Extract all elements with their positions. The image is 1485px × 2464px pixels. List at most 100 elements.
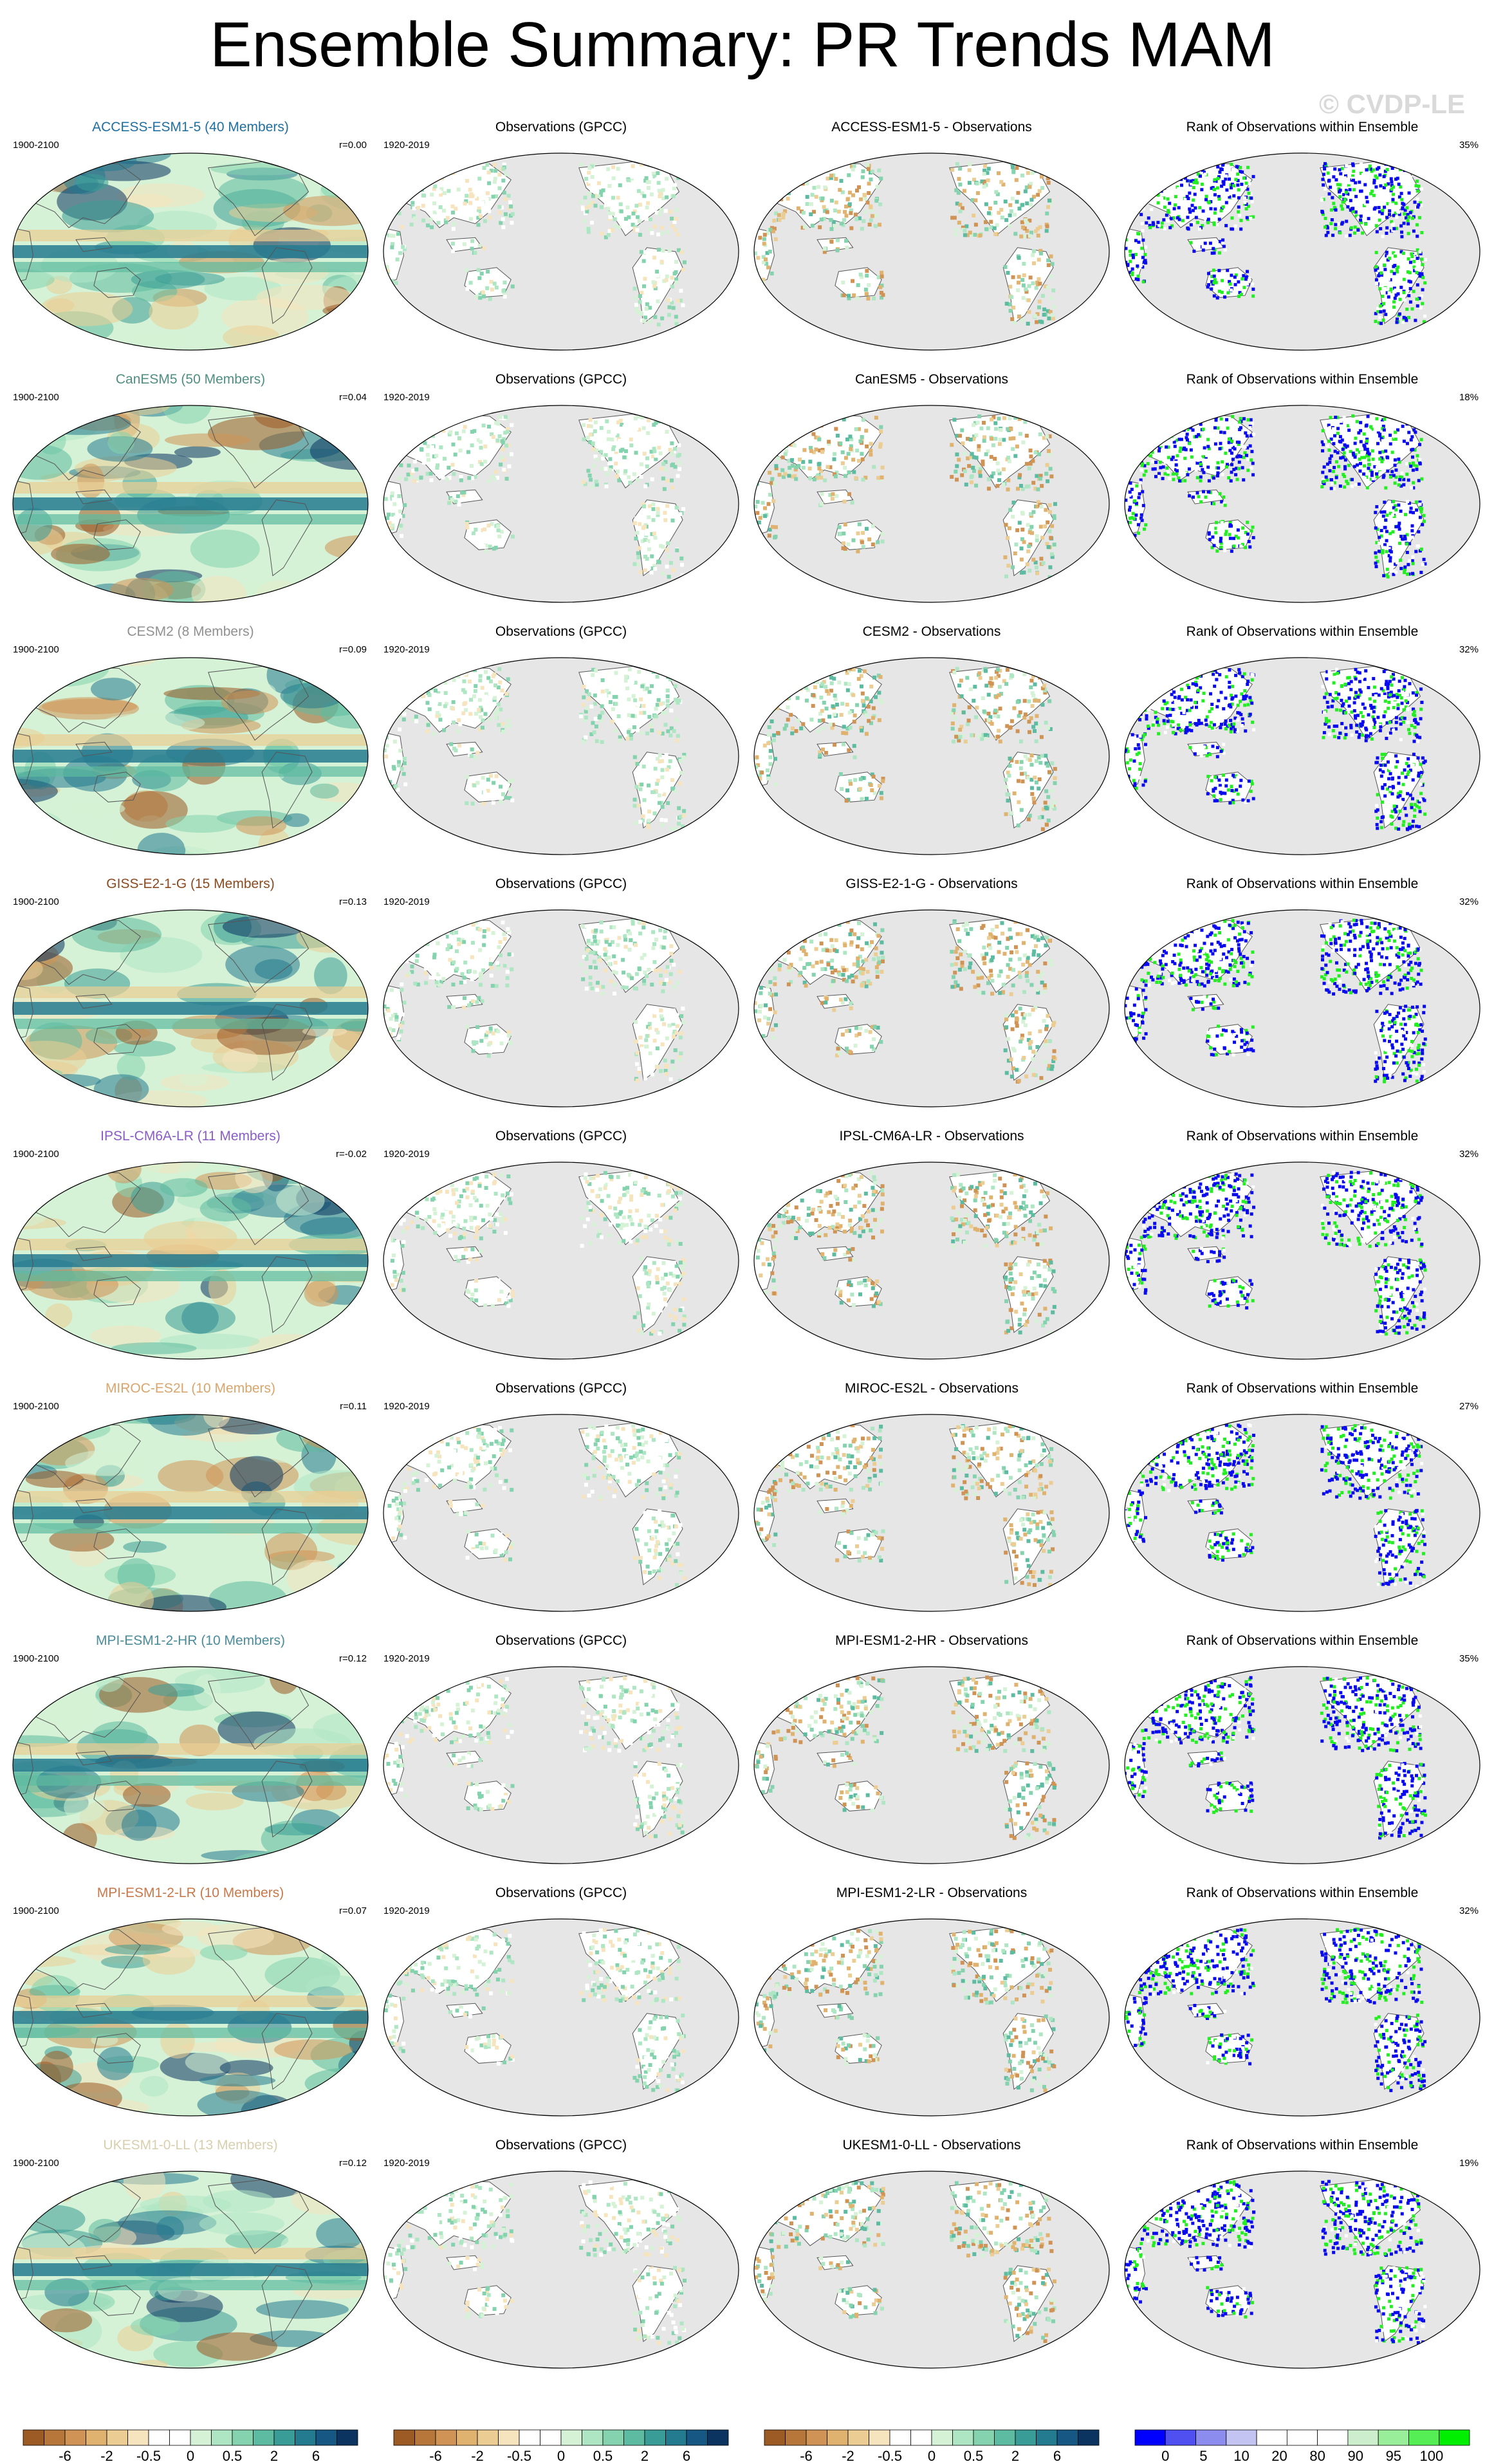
land-cell xyxy=(1335,667,1339,671)
land-cell xyxy=(1139,692,1143,696)
land-cell xyxy=(1190,182,1194,186)
land-cell xyxy=(1206,199,1210,203)
land-cell xyxy=(992,415,996,420)
field-blob xyxy=(283,813,309,828)
land-cell xyxy=(776,444,780,449)
land-cell xyxy=(1141,255,1145,259)
land-cell xyxy=(1037,698,1041,703)
land-cell xyxy=(1394,438,1397,441)
land-cell xyxy=(1019,546,1024,551)
land-cell xyxy=(501,729,506,734)
land-cell xyxy=(1156,193,1160,197)
land-cell xyxy=(1368,429,1372,433)
land-cell xyxy=(400,199,404,203)
land-cell xyxy=(1418,549,1422,553)
land-cell xyxy=(1195,676,1199,680)
land-cell xyxy=(1151,467,1155,471)
land-cell xyxy=(841,546,845,550)
land-cell xyxy=(1008,213,1012,218)
land-cell xyxy=(454,431,459,436)
land-cell xyxy=(509,452,513,456)
land-cell xyxy=(1392,227,1396,230)
land-cell xyxy=(607,429,611,434)
land-cell xyxy=(861,418,865,422)
land-cell xyxy=(954,734,959,739)
land-cell xyxy=(510,423,514,427)
land-cell xyxy=(1020,203,1025,207)
land-cell xyxy=(821,718,826,723)
land-cell xyxy=(499,176,504,180)
land-cell xyxy=(824,751,828,755)
land-cell xyxy=(1163,676,1167,680)
land-cell xyxy=(1152,683,1156,687)
land-cell xyxy=(1388,278,1392,282)
land-cell xyxy=(707,412,712,417)
land-cell xyxy=(505,427,510,431)
land-cell xyxy=(648,414,652,418)
land-cell xyxy=(1372,168,1376,172)
land-cell xyxy=(673,465,678,469)
land-cell xyxy=(973,421,978,425)
land-cell xyxy=(1053,502,1057,506)
land-cell xyxy=(1403,298,1407,302)
land-cell xyxy=(1156,672,1159,676)
land-cell xyxy=(461,429,466,434)
land-cell xyxy=(1323,167,1327,171)
land-cell xyxy=(1201,224,1204,228)
land-cell xyxy=(488,679,493,683)
land-cell xyxy=(1374,551,1378,555)
land-cell xyxy=(1341,456,1345,459)
land-cell xyxy=(465,268,469,272)
land-cell xyxy=(864,526,869,531)
land-cell xyxy=(1227,723,1231,727)
land-cell xyxy=(1365,439,1369,443)
land-cell xyxy=(1185,432,1189,436)
land-cell xyxy=(823,185,827,190)
map-diff-2 xyxy=(753,657,1110,855)
land-cell xyxy=(497,172,502,177)
land-cell xyxy=(969,454,973,459)
obs-period: 1920-2019 xyxy=(383,392,430,403)
land-cell xyxy=(1204,723,1208,727)
land-cell xyxy=(473,434,477,439)
land-cell xyxy=(1224,174,1228,178)
model-title: CanESM5 (50 Members) xyxy=(116,372,265,387)
land-cell xyxy=(828,493,833,497)
land-cell xyxy=(791,726,795,730)
land-cell xyxy=(1237,467,1241,470)
land-cell xyxy=(1124,246,1128,250)
land-cell xyxy=(1010,295,1014,299)
land-cell xyxy=(644,541,649,546)
land-cell xyxy=(587,192,591,196)
land-cell xyxy=(1379,271,1383,275)
field-blob xyxy=(223,325,280,349)
land-cell xyxy=(1196,172,1200,176)
land-cell xyxy=(866,167,871,171)
land-cell xyxy=(1165,422,1169,426)
land-cell xyxy=(410,690,414,695)
land-cell xyxy=(1162,180,1166,183)
land-cell xyxy=(877,784,881,788)
land-cell xyxy=(581,739,586,744)
land-cell xyxy=(1163,683,1167,687)
land-cell xyxy=(468,187,472,192)
land-cell xyxy=(818,750,822,754)
field-blob xyxy=(331,153,368,169)
land-cell xyxy=(1401,690,1405,694)
land-cell xyxy=(664,278,669,283)
land-cell xyxy=(634,516,639,521)
land-cell xyxy=(636,555,641,560)
land-cell xyxy=(835,162,840,167)
land-cell xyxy=(1038,251,1043,255)
land-cell xyxy=(1415,517,1419,521)
land-cell xyxy=(398,514,403,519)
land-cell xyxy=(1017,315,1022,319)
land-cell xyxy=(1046,726,1051,730)
land-cell xyxy=(659,208,664,212)
land-cell xyxy=(876,275,881,279)
land-cell xyxy=(1203,241,1207,245)
land-cell xyxy=(1237,460,1241,464)
land-cell xyxy=(595,458,599,462)
land-cell xyxy=(849,211,853,216)
land-cell xyxy=(978,474,982,478)
